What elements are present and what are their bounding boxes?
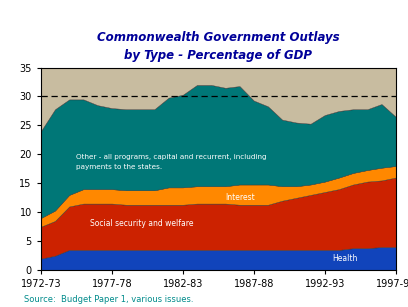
Text: payments to the states.: payments to the states. xyxy=(76,164,162,170)
Title: Commonwealth Government Outlays
by Type - Percentage of GDP: Commonwealth Government Outlays by Type … xyxy=(97,31,339,62)
Text: Health: Health xyxy=(332,254,357,263)
Text: Source:  Budget Paper 1, various issues.: Source: Budget Paper 1, various issues. xyxy=(24,295,194,304)
Text: Social security and welfare: Social security and welfare xyxy=(91,219,194,228)
Text: Interest: Interest xyxy=(225,193,255,202)
Text: Other - all programs, capital and recurrent, including: Other - all programs, capital and recurr… xyxy=(76,154,267,160)
